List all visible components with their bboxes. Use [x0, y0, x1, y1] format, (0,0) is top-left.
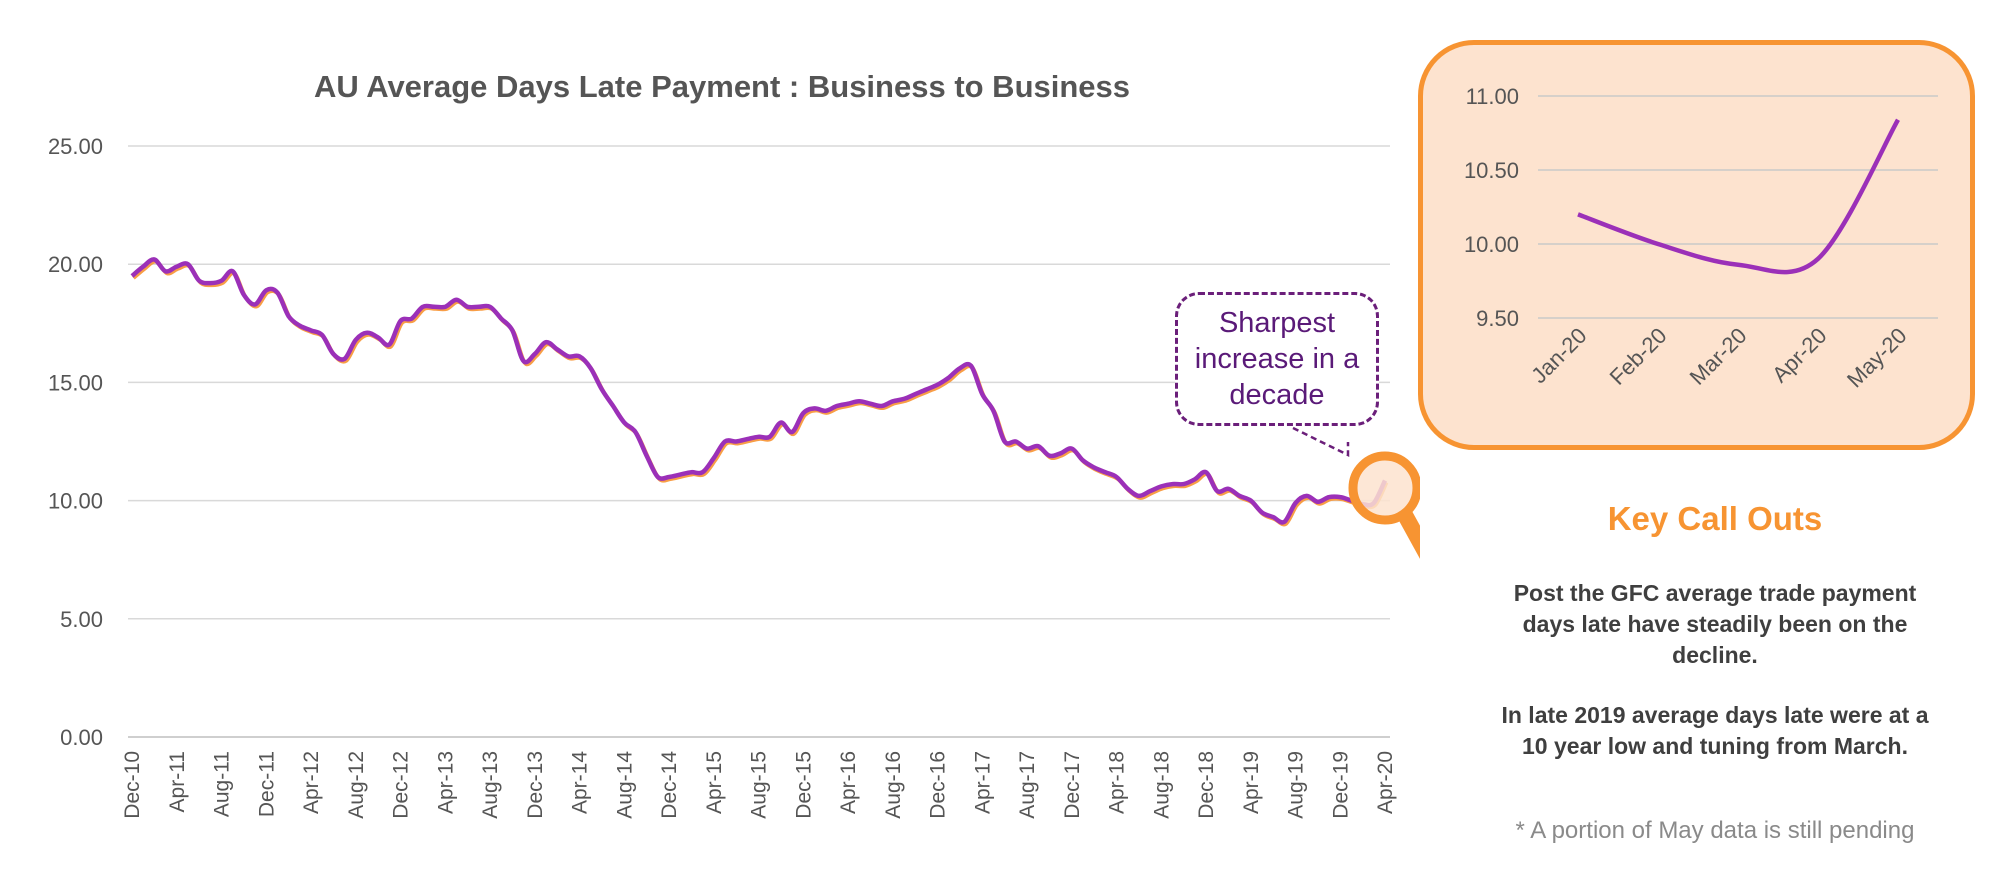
main-x-tick-label: Apr-18	[1106, 751, 1129, 814]
main-x-tick-label: Apr-12	[300, 751, 323, 814]
main-x-tick-label: Dec-19	[1329, 751, 1352, 819]
main-y-tick-label: 5.00	[60, 607, 103, 632]
main-gridlines	[128, 145, 1390, 738]
main-x-tick-label: Aug-13	[479, 751, 502, 819]
inset-x-axis: Jan-20 Feb-20 Mar-20 Apr-20 May-20	[1526, 323, 1911, 393]
key-callout-paragraph-2: In late 2019 average days late were at a…	[1501, 702, 1929, 759]
main-x-tick-label: Aug-16	[882, 751, 905, 819]
main-x-tick-label: Dec-18	[1195, 751, 1218, 819]
main-x-tick-label: Aug-11	[211, 751, 234, 817]
main-x-tick-label: Apr-19	[1240, 751, 1263, 814]
main-x-tick-label: Dec-12	[390, 751, 413, 819]
main-x-tick-label: Apr-11	[166, 751, 189, 812]
main-line-chart: AU Average Days Late Payment : Business …	[48, 69, 1420, 819]
inset-series	[1577, 118, 1900, 275]
pending-data-footnote: * A portion of May data is still pending	[1515, 817, 1915, 844]
callout-text: Sharpest increase in a decade	[1194, 307, 1360, 411]
main-x-tick-label: Dec-11	[255, 751, 278, 817]
main-x-axis: Dec-10 Apr-11 Aug-11 Dec-11 Apr-12 Aug-12 Dec-…	[121, 751, 1397, 819]
inset-series-line	[1577, 118, 1900, 275]
main-series-line	[130, 257, 1388, 525]
main-x-tick-label: Apr-16	[837, 751, 860, 814]
inset-y-axis: 9.50 10.00 10.50 11.00	[1464, 84, 1519, 331]
main-y-tick-label: 20.00	[48, 252, 103, 277]
callout-pointer	[1292, 426, 1350, 458]
main-x-tick-label: Dec-16	[927, 751, 950, 819]
main-y-tick-label: 10.00	[48, 489, 103, 514]
main-x-tick-label: Apr-17	[971, 751, 994, 814]
main-x-tick-label: Dec-17	[1061, 751, 1084, 819]
magnifier-icon	[1348, 451, 1420, 559]
inset-x-tick-label: Mar-20	[1685, 323, 1752, 390]
main-x-tick-label: Aug-15	[748, 751, 771, 819]
main-x-tick-label: Dec-14	[658, 751, 681, 819]
main-y-tick-label: 15.00	[48, 370, 103, 395]
main-x-tick-label: Apr-14	[569, 751, 592, 814]
inset-y-tick-label: 11.00	[1466, 84, 1519, 109]
inset-x-tick-label: Feb-20	[1605, 323, 1672, 390]
main-x-tick-label: Apr-15	[703, 751, 726, 814]
main-x-tick-label: Apr-20	[1374, 751, 1397, 814]
main-x-tick-label: Dec-15	[792, 751, 815, 819]
inset-x-tick-label: Apr-20	[1767, 323, 1831, 387]
main-y-tick-label: 0.00	[60, 725, 103, 750]
main-x-tick-label: Aug-14	[613, 751, 636, 819]
main-y-axis: 0.00 5.00 10.00 15.00 20.00 25.00	[48, 134, 103, 750]
inset-gridlines	[1538, 95, 1938, 319]
main-x-tick-label: Aug-18	[1150, 751, 1173, 819]
inset-x-tick-label: May-20	[1842, 323, 1912, 393]
key-callouts-title: Key Call Outs	[1607, 500, 1823, 537]
main-x-tick-label: Apr-13	[434, 751, 457, 814]
sharpest-increase-callout: Sharpest increase in a decade	[1175, 292, 1379, 426]
key-callout-paragraph-1: Post the GFC average trade payment days …	[1513, 580, 1917, 668]
main-x-tick-label: Aug-19	[1285, 751, 1308, 819]
main-x-tick-label: Aug-17	[1016, 751, 1039, 819]
inset-line-chart: 9.50 10.00 10.50 11.00 Jan-20 Feb-20 Mar-20 Ap…	[1464, 84, 1938, 393]
main-series	[130, 257, 1389, 527]
inset-y-tick-label: 9.50	[1476, 306, 1519, 331]
inset-y-tick-label: 10.50	[1464, 158, 1519, 183]
main-y-tick-label: 25.00	[48, 134, 103, 159]
main-x-tick-label: Dec-13	[524, 751, 547, 819]
main-x-tick-label: Dec-10	[121, 751, 144, 819]
inset-x-tick-label: Jan-20	[1526, 323, 1591, 388]
inset-chart-panel: 9.50 10.00 10.50 11.00 Jan-20 Feb-20 Mar-20 Ap…	[1418, 40, 1975, 450]
main-x-tick-label: Aug-12	[345, 751, 368, 819]
chart-title: AU Average Days Late Payment : Business …	[314, 69, 1130, 104]
inset-y-tick-label: 10.00	[1464, 232, 1519, 257]
